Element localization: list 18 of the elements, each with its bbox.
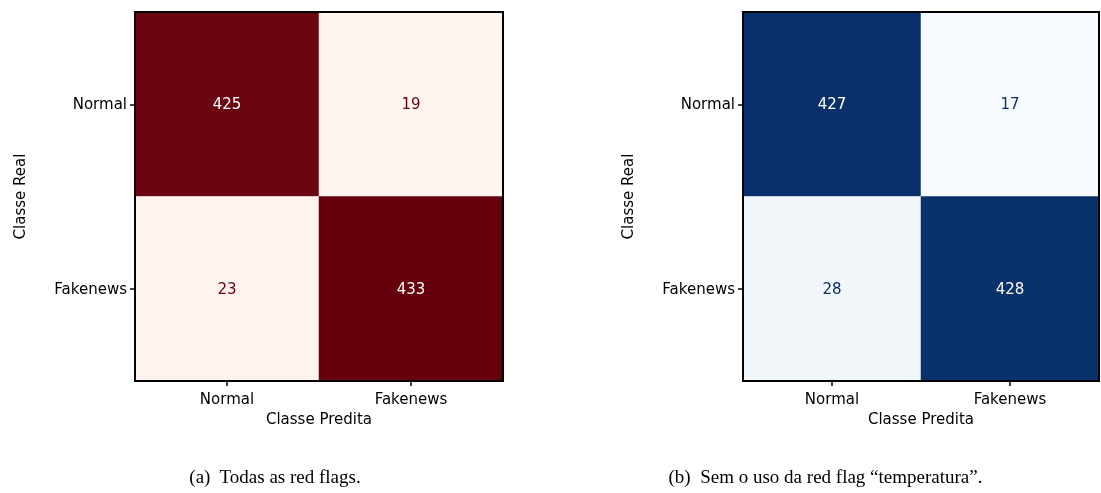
x-tick-label: Normal [804,389,860,408]
x-tick-label: Fakenews [374,389,448,408]
data-label: 19 [401,95,421,114]
y-axis-title: Classe Real [10,153,29,240]
data-label: 28 [822,279,842,298]
data-label: 428 [995,279,1025,298]
x-axis-title: Classe Predita [867,409,975,428]
x-tick-label: Fakenews [973,389,1047,408]
text: (a) Todas as red flags. [189,466,361,488]
x-tick-label: Normal [199,389,255,408]
data-label: 23 [217,279,237,298]
data-label: 427 [817,95,847,114]
x-axis-title: Classe Predita [265,409,373,428]
text: (b) Sem o uso da red flag “temperatura”. [668,466,983,488]
data-label: 433 [396,279,426,298]
data-label: 17 [1000,95,1020,114]
y-axis-title: Classe Real [618,153,637,240]
data-label: 425 [212,95,242,114]
